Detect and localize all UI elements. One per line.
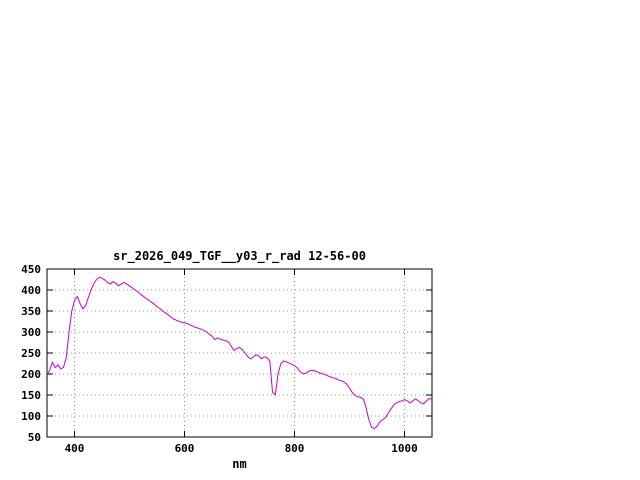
y-tick-label: 450 — [21, 263, 41, 276]
y-tick-label: 150 — [21, 389, 41, 402]
y-tick-label: 50 — [28, 431, 41, 444]
x-tick-label: 1000 — [391, 442, 418, 455]
y-tick-label: 250 — [21, 347, 41, 360]
y-tick-label: 400 — [21, 284, 41, 297]
x-tick-label: 400 — [65, 442, 85, 455]
x-axis-label: nm — [232, 457, 247, 471]
chart-title: sr_2026_049_TGF__y03_r_rad 12-56-00 — [113, 249, 366, 263]
y-tick-label: 100 — [21, 410, 41, 423]
x-tick-label: 600 — [175, 442, 195, 455]
spectral-line — [46, 276, 433, 430]
y-tick-label: 300 — [21, 326, 41, 339]
plot-border — [46, 268, 433, 438]
y-tick-label: 200 — [21, 368, 41, 381]
y-tick-label: 350 — [21, 305, 41, 318]
x-tick-label: 800 — [285, 442, 305, 455]
